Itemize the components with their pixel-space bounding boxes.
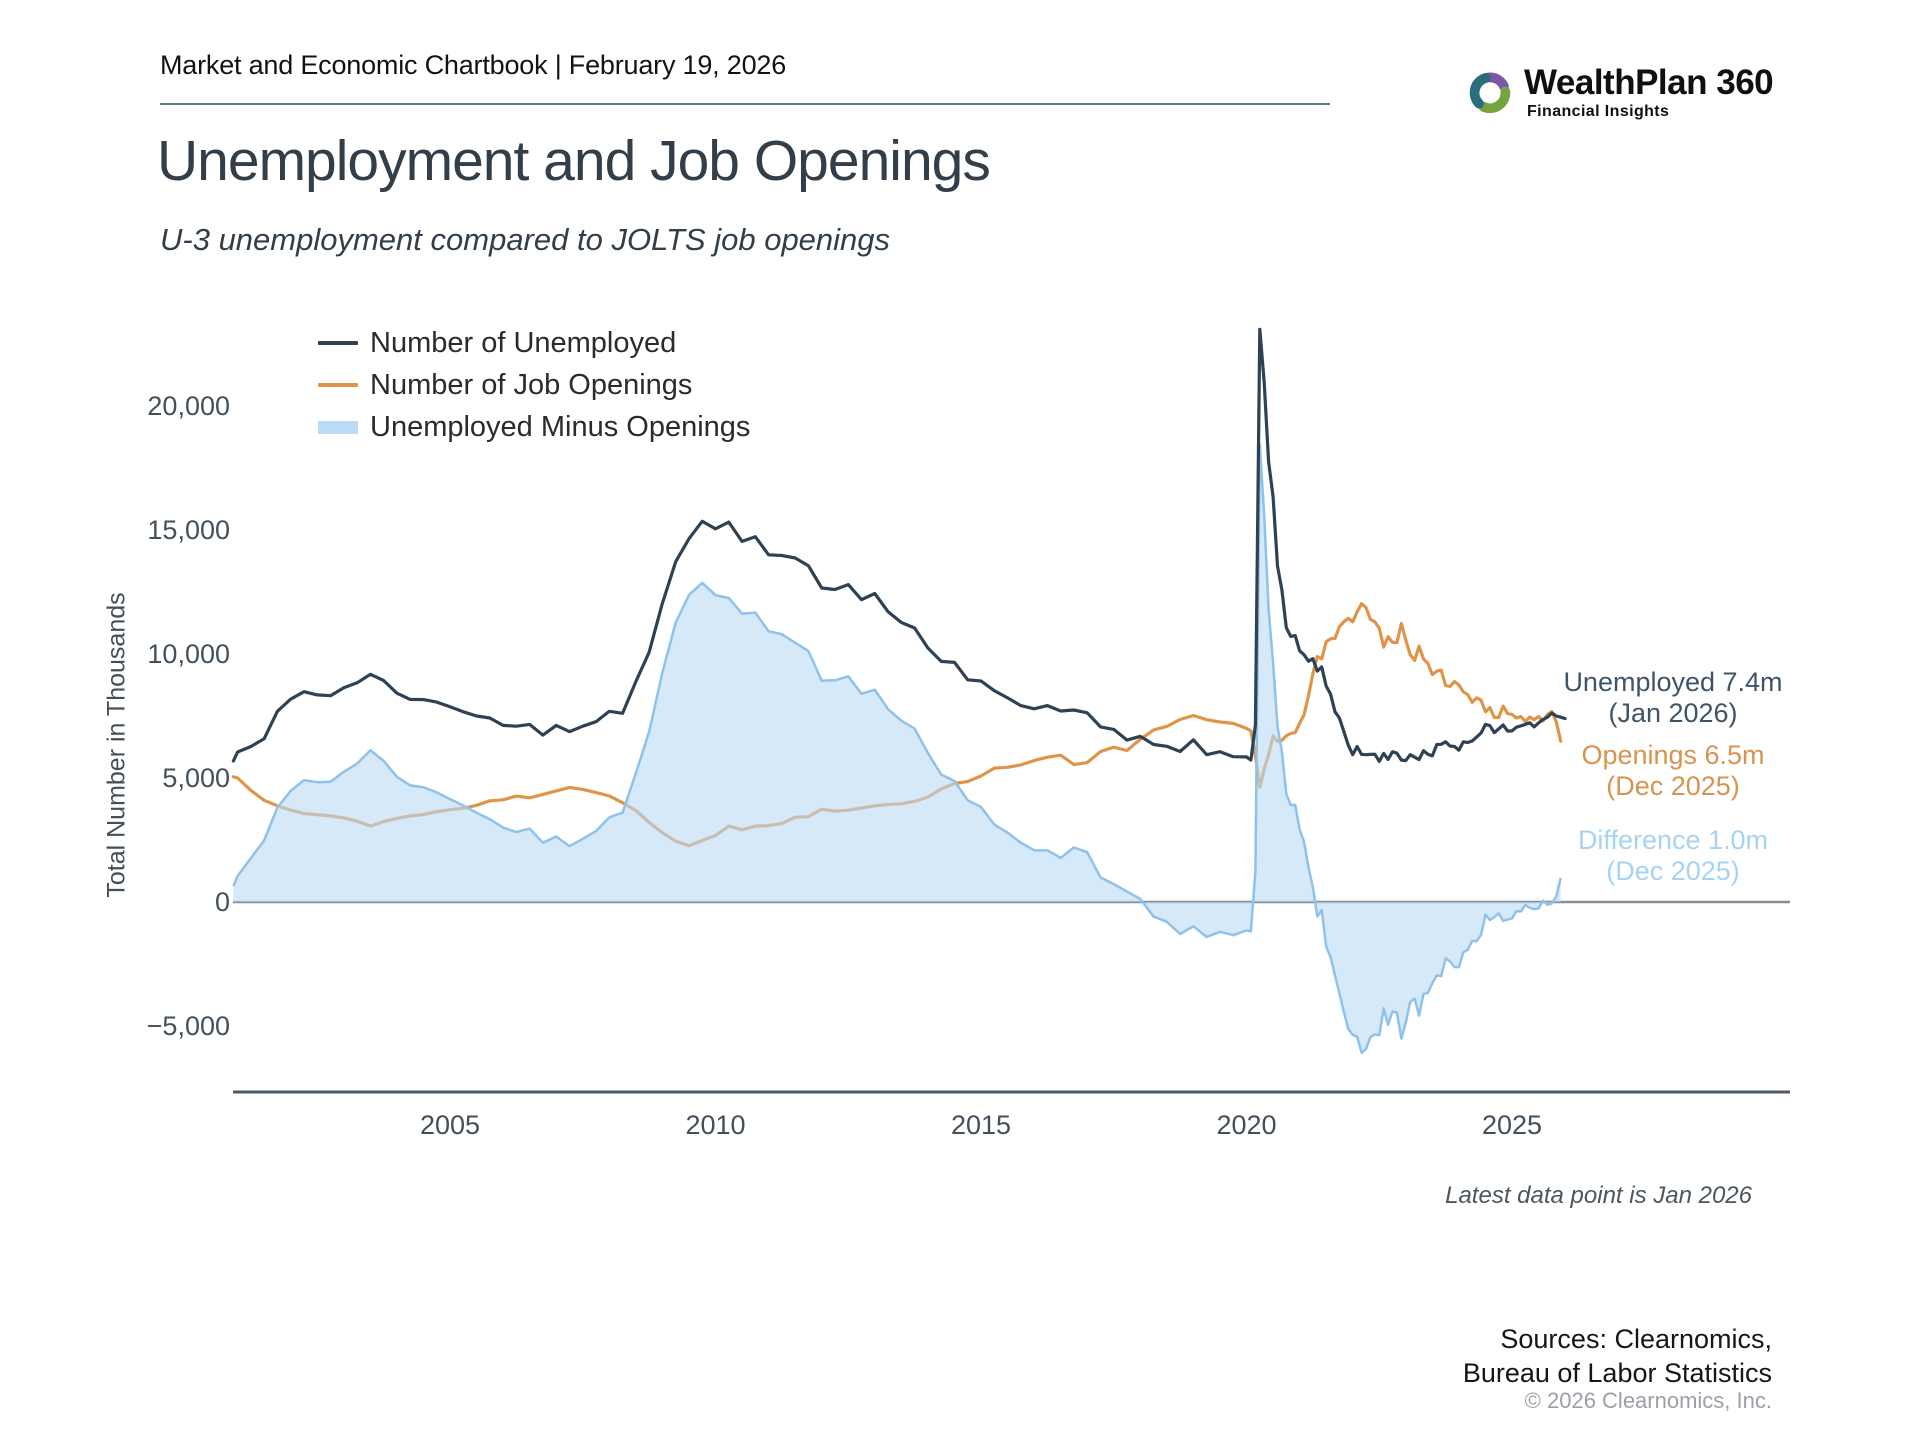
series-unemployed-minus-openings-edge xyxy=(232,442,1562,1055)
y-tick-label: −5,000 xyxy=(146,1011,230,1041)
callout-value: Difference 1.0m xyxy=(1577,825,1769,855)
openings-line-swatch xyxy=(318,383,358,387)
legend-item-difference: Unemployed Minus Openings xyxy=(318,406,750,448)
callout-date: (Jan 2026) xyxy=(1608,698,1738,728)
series-number-of-unemployed xyxy=(231,327,1567,763)
sources-line: Bureau of Labor Statistics xyxy=(1462,1358,1772,1388)
legend-item-unemployed: Number of Unemployed xyxy=(318,322,750,364)
page-subtitle: U-3 unemployment compared to JOLTS job o… xyxy=(160,222,891,257)
legend-label: Number of Job Openings xyxy=(370,368,693,401)
chart-legend: Number of Unemployed Number of Job Openi… xyxy=(318,322,750,448)
x-tick-label: 2015 xyxy=(950,1110,1012,1140)
logo-swirl-icon xyxy=(1469,72,1511,114)
logo-tagline: Financial Insights xyxy=(1527,103,1670,120)
sources-note: Sources: Clearnomics, Bureau of Labor St… xyxy=(1463,1322,1772,1390)
x-tick-label: 2025 xyxy=(1481,1110,1543,1140)
page-title: Unemployment and Job Openings xyxy=(157,129,991,193)
callout-date: (Dec 2025) xyxy=(1606,856,1740,886)
logo-arc-green xyxy=(1478,86,1511,114)
latest-data-note: Latest data point is Jan 2026 xyxy=(1445,1182,1752,1209)
legend-label: Number of Unemployed xyxy=(370,326,677,359)
legend-label: Unemployed Minus Openings xyxy=(370,410,751,443)
series-unemployed-minus-openings-fill xyxy=(233,444,1561,1053)
y-tick-label: 20,000 xyxy=(147,391,230,421)
x-tick-label: 2005 xyxy=(419,1110,481,1140)
y-tick-label: 5,000 xyxy=(162,763,230,793)
callout-value: Unemployed 7.4m xyxy=(1563,667,1783,697)
y-tick-label: 15,000 xyxy=(147,515,230,545)
unemployed-line-swatch xyxy=(318,341,358,345)
y-tick-label: 10,000 xyxy=(147,639,230,669)
x-tick-label: 2010 xyxy=(685,1110,746,1140)
callout-difference: Difference 1.0m (Dec 2025) xyxy=(1543,825,1803,887)
wealthplan-logo: WealthPlan 360 Financial Insights xyxy=(1464,63,1774,121)
legend-item-openings: Number of Job Openings xyxy=(318,364,750,406)
callout-unemployed: Unemployed 7.4m (Jan 2026) xyxy=(1543,667,1803,729)
callout-openings: Openings 6.5m (Dec 2025) xyxy=(1543,740,1803,802)
copyright-note: © 2026 Clearnomics, Inc. xyxy=(1524,1388,1772,1413)
sources-line: Sources: Clearnomics, xyxy=(1500,1324,1772,1354)
logo-arc-teal xyxy=(1469,72,1491,109)
difference-area-swatch xyxy=(318,420,358,434)
report-header: Market and Economic Chartbook | February… xyxy=(160,50,787,80)
callout-value: Openings 6.5m xyxy=(1581,740,1765,770)
header-divider xyxy=(160,103,1330,105)
callout-date: (Dec 2025) xyxy=(1606,771,1740,801)
series-number-of-job-openings xyxy=(231,602,1563,848)
y-tick-label: 0 xyxy=(214,887,230,917)
logo-brand-name: WealthPlan 360 xyxy=(1524,63,1774,102)
x-tick-label: 2020 xyxy=(1216,1110,1277,1140)
